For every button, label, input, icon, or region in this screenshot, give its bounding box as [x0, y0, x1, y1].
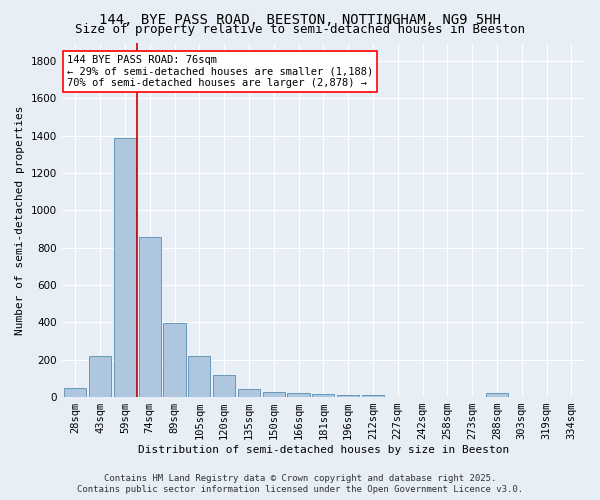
Bar — [263, 392, 285, 397]
Bar — [89, 356, 111, 397]
Y-axis label: Number of semi-detached properties: Number of semi-detached properties — [15, 105, 25, 334]
Text: Size of property relative to semi-detached houses in Beeston: Size of property relative to semi-detach… — [75, 22, 525, 36]
Bar — [337, 395, 359, 397]
Bar — [312, 394, 334, 397]
Bar — [188, 356, 211, 397]
Bar — [64, 388, 86, 397]
Bar — [213, 374, 235, 397]
Bar — [163, 324, 185, 397]
Bar — [238, 388, 260, 397]
Text: 144, BYE PASS ROAD, BEESTON, NOTTINGHAM, NG9 5HH: 144, BYE PASS ROAD, BEESTON, NOTTINGHAM,… — [99, 12, 501, 26]
Bar — [362, 395, 384, 397]
Bar — [486, 394, 508, 397]
Bar — [139, 236, 161, 397]
Bar — [114, 138, 136, 397]
Text: 144 BYE PASS ROAD: 76sqm
← 29% of semi-detached houses are smaller (1,188)
70% o: 144 BYE PASS ROAD: 76sqm ← 29% of semi-d… — [67, 55, 373, 88]
X-axis label: Distribution of semi-detached houses by size in Beeston: Distribution of semi-detached houses by … — [138, 445, 509, 455]
Bar — [287, 394, 310, 397]
Text: Contains HM Land Registry data © Crown copyright and database right 2025.
Contai: Contains HM Land Registry data © Crown c… — [77, 474, 523, 494]
